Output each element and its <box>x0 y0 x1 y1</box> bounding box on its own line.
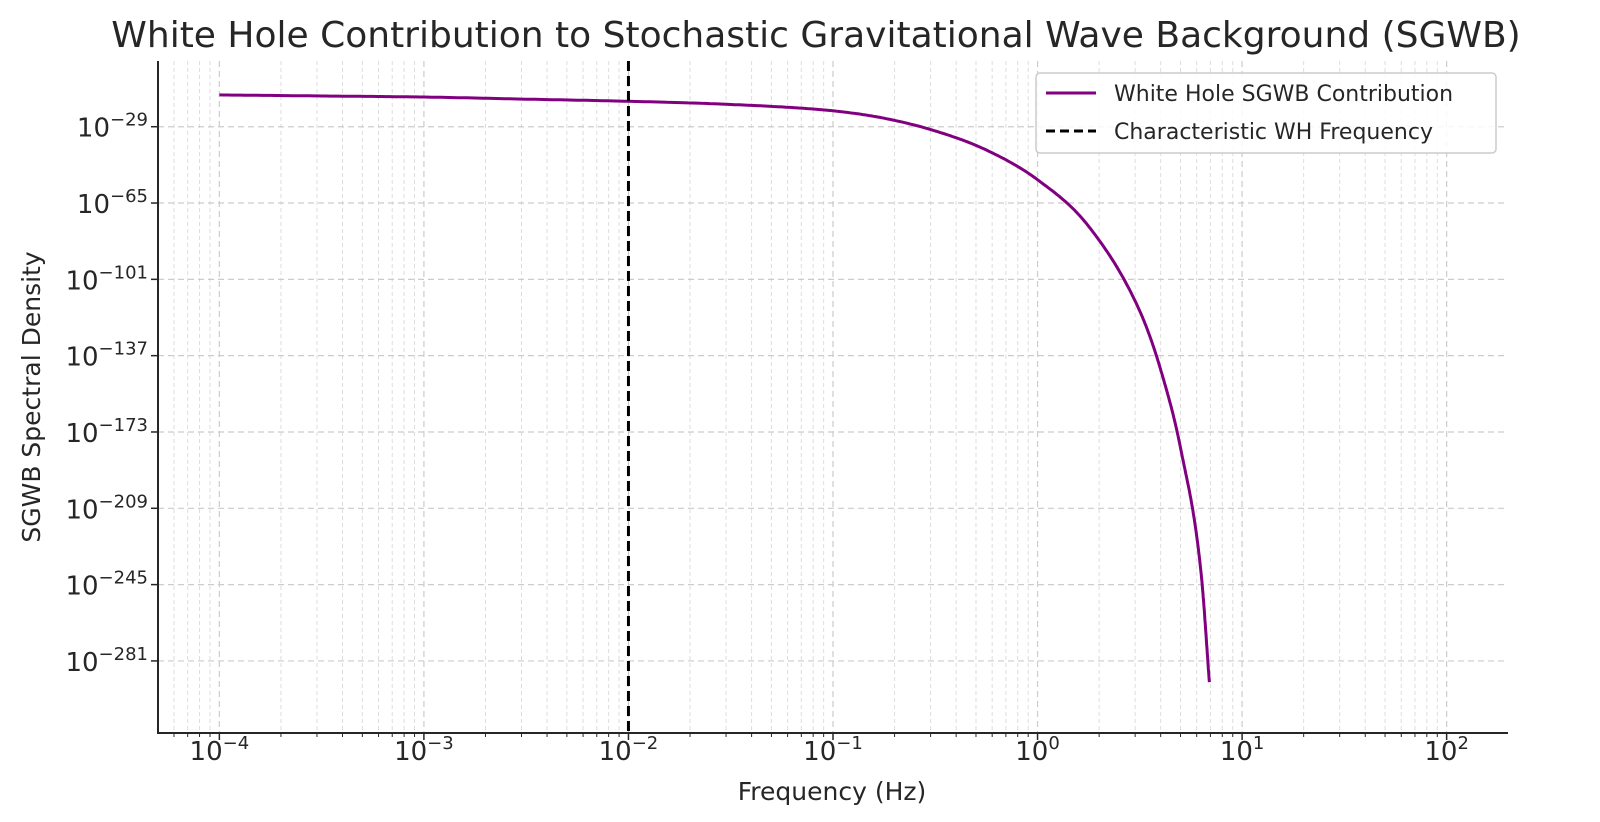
y-axis-label: SGWB Spectral Density <box>17 251 46 542</box>
x-axis-label: Frequency (Hz) <box>738 777 927 806</box>
tick-labels: 10−4 10−3 10−2 10−1 100 101 102 10−29 10−65 10−10… <box>65 110 1468 767</box>
legend-label-characteristic-frequency: Characteristic WH Frequency <box>1114 120 1433 145</box>
y-tick-label: 10−173 <box>65 415 148 449</box>
plot-series <box>219 61 1211 733</box>
y-tick-label: 10−65 <box>77 186 148 220</box>
y-tick-label: 10−245 <box>65 568 148 602</box>
legend: White Hole SGWB Contribution Characteris… <box>1035 72 1497 154</box>
y-tick-label: 10−281 <box>65 644 148 678</box>
x-tick-label: 10−3 <box>394 733 454 767</box>
x-tick-label: 102 <box>1424 733 1469 767</box>
y-tick-label: 10−209 <box>65 491 148 525</box>
x-tick-label: 10−1 <box>803 733 863 767</box>
y-tick-label: 10−101 <box>65 262 148 296</box>
y-tick-label: 10−29 <box>77 110 148 144</box>
legend-label-white-hole: White Hole SGWB Contribution <box>1114 82 1453 107</box>
legend-box <box>1035 72 1497 154</box>
x-tick-label: 100 <box>1015 733 1060 767</box>
x-tick-label: 10−2 <box>599 733 659 767</box>
x-tick-label: 101 <box>1220 733 1265 767</box>
chart-title: White Hole Contribution to Stochastic Gr… <box>111 15 1520 56</box>
y-tick-label: 10−137 <box>65 339 148 373</box>
x-tick-label: 10−4 <box>190 733 250 767</box>
grid-lines <box>158 61 1508 733</box>
series-line-white-hole <box>219 93 1211 683</box>
